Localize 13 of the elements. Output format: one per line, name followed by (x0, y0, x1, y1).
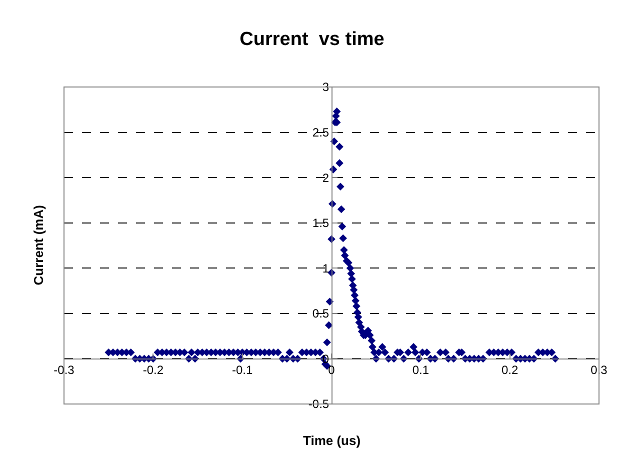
x-tick-label: 0.1 (412, 363, 430, 378)
y-tick-label: 0 (322, 352, 330, 366)
x-tick-label: -0.2 (142, 363, 164, 378)
y-tick-label: 1.5 (312, 216, 330, 230)
x-tick-label: 0.2 (501, 363, 518, 378)
x-tick-label: -0.3 (54, 363, 75, 378)
y-tick-label: 1 (322, 261, 330, 276)
x-axis-title: Time (us) (303, 433, 361, 448)
x-tick-label: -0.1 (232, 363, 253, 378)
x-tick-label: 0.3 (590, 363, 608, 378)
y-axis-title: Current (mA) (31, 205, 46, 286)
chart-title: Current vs time (240, 29, 384, 50)
y-tick-label: 2 (322, 170, 330, 185)
